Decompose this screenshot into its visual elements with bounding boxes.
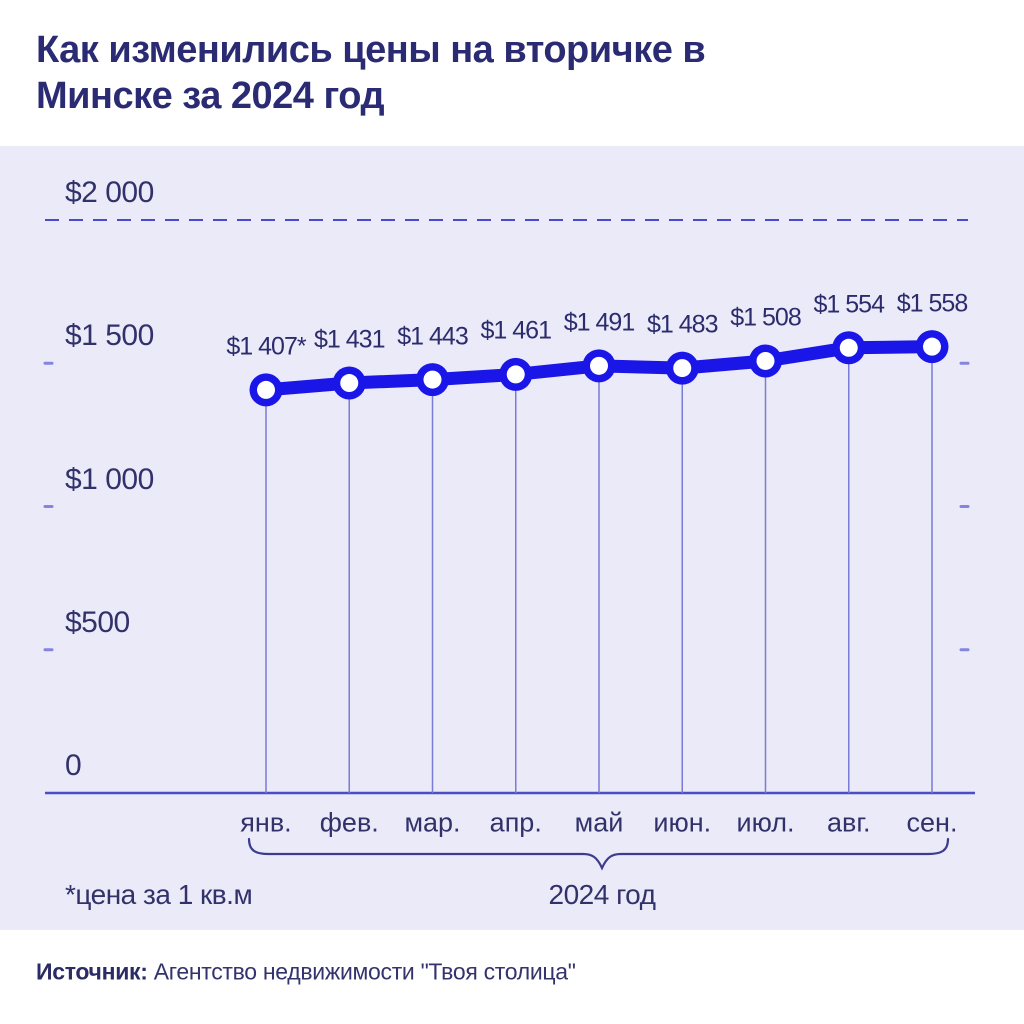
data-point-center [923, 337, 941, 356]
source-line: Источник: Агентство недвижимости "Твоя с… [36, 959, 576, 986]
year-group-label: 2024 год [548, 879, 656, 910]
page-title-line-1: Как изменились цены на вторичке в [36, 29, 706, 71]
data-point-center [839, 338, 858, 357]
price-footnote: *цена за 1 кв.м [65, 879, 253, 910]
year-brace [247, 837, 950, 871]
page-title: Как изменились цены на вторичке в Минске… [36, 27, 936, 120]
data-point-center [423, 370, 442, 389]
data-point-center [756, 351, 775, 370]
source-text: Агентство недвижимости "Твоя столица" [147, 958, 576, 985]
data-point-center [506, 365, 525, 384]
data-point-center [340, 374, 359, 393]
data-point-center [673, 359, 692, 378]
data-point-center [590, 356, 608, 375]
data-point-center [257, 380, 275, 399]
chart-background [0, 146, 1024, 930]
page-title-line-2: Минске за 2024 год [36, 75, 385, 118]
source-label: Источник: [36, 958, 148, 985]
